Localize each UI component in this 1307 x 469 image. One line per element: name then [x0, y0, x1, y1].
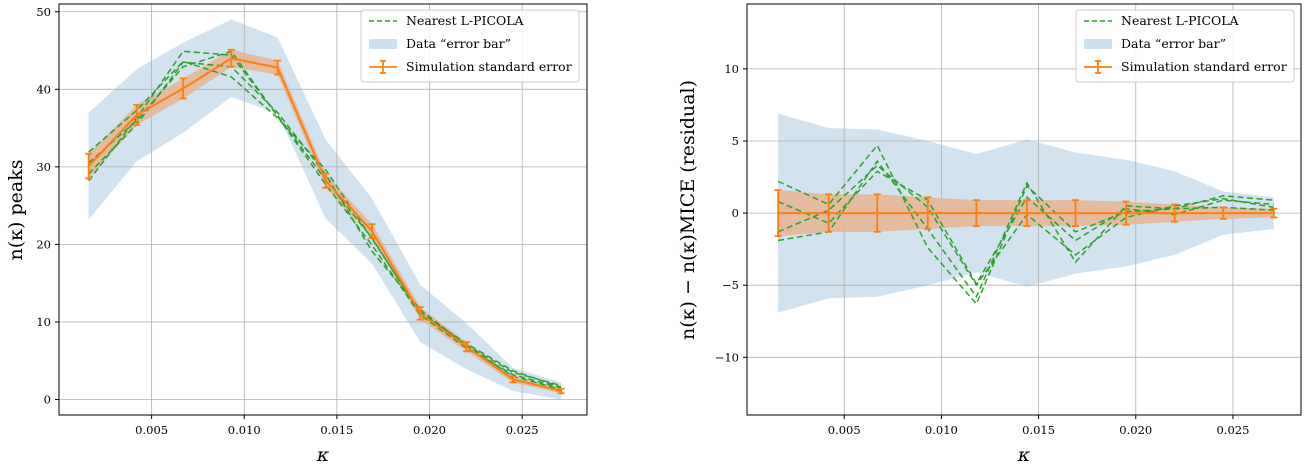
x-tick-label: 0.010: [228, 423, 261, 437]
legend-lpicola-label: Nearest L-PICOLA: [1121, 13, 1240, 28]
y-tick-label: 10: [724, 62, 739, 76]
x-tick-label: 0.020: [413, 423, 446, 437]
legend-simulation-swatch: [1084, 60, 1112, 74]
lpicola-line-3: [777, 159, 1274, 299]
legend-data-band-swatch: [1084, 39, 1112, 49]
y-tick-label: −5: [722, 278, 739, 292]
x-tick-label: 0.025: [506, 423, 539, 437]
y-tick-label: 50: [36, 5, 51, 19]
simulation-error-bar: [774, 189, 782, 238]
simulation-error-bar: [416, 306, 424, 321]
y-axis-label: n(κ) − n(κ)MICE (residual): [677, 80, 699, 340]
x-ticks: 0.005 0.010 0.015 0.020 0.025: [135, 415, 539, 437]
x-axis-label: κ: [316, 444, 330, 466]
simulation-error-bar: [1122, 200, 1130, 226]
x-tick-label: 0.025: [1216, 423, 1249, 437]
data-error-band: [88, 19, 562, 400]
legend: Nearest L-PICOLA Data “error bar” Simula…: [1075, 9, 1295, 83]
y-tick-label: 30: [36, 160, 51, 174]
legend-data-band-label: Data “error bar”: [406, 36, 511, 51]
x-tick-label: 0.020: [1119, 423, 1152, 437]
y-tick-label: 0: [44, 392, 51, 406]
right-panel: 0.005 0.010 0.015 0.020 0.025 −10 −5 0 5 10 κ n(…: [677, 3, 1302, 466]
simulation-error-bar: [972, 199, 980, 227]
y-tick-label: 40: [36, 82, 51, 96]
simulation-series: [85, 48, 565, 395]
legend-lpicola-label: Nearest L-PICOLA: [406, 13, 525, 28]
legend: Nearest L-PICOLA Data “error bar” Simula…: [360, 9, 580, 83]
simulation-error-bar: [1023, 199, 1031, 227]
simulation-error-bar: [322, 172, 330, 189]
simulation-error-bar: [368, 223, 376, 240]
simulation-series: [774, 189, 1278, 238]
simulation-error-bar: [873, 193, 881, 233]
legend-simulation-swatch: [369, 60, 397, 74]
y-ticks: −10 −5 0 5 10: [715, 62, 747, 364]
simulation-error-bar: [463, 341, 471, 353]
simulation-error-bar: [133, 103, 141, 126]
y-tick-label: −10: [715, 350, 739, 364]
lpicola-line-1: [777, 143, 1274, 306]
y-tick-label: 0: [732, 206, 739, 220]
lpicola-line-1: [88, 60, 562, 387]
lpicola-line-3: [88, 61, 562, 391]
simulation-error-bar: [274, 59, 282, 76]
x-tick-label: 0.015: [1022, 423, 1055, 437]
y-tick-label: 5: [732, 134, 739, 148]
simulation-error-bar: [1072, 199, 1080, 227]
simulation-error-bar: [557, 387, 565, 395]
plot-frame: [58, 3, 588, 416]
simulation-error-bar: [179, 77, 187, 100]
legend-box: [1075, 9, 1295, 83]
simulation-error-bar: [1219, 206, 1227, 220]
x-tick-label: 0.005: [135, 423, 168, 437]
legend-simulation-label: Simulation standard error: [406, 59, 572, 74]
legend-simulation-label: Simulation standard error: [1121, 59, 1287, 74]
y-tick-label: 20: [36, 237, 51, 251]
y-ticks: 0 10 20 30 40 50: [36, 5, 59, 406]
legend-data-band-swatch: [369, 39, 397, 49]
simulation-error-bar: [509, 375, 517, 384]
simulation-error-bar: [1270, 207, 1278, 219]
legend-box: [360, 9, 580, 83]
y-tick-label: 10: [36, 315, 51, 329]
lpicola-line-2: [777, 170, 1274, 286]
y-axis-label: n(κ) peaks: [5, 160, 27, 261]
simulation-error-bar: [85, 152, 93, 180]
x-ticks: 0.005 0.010 0.015 0.020 0.025: [828, 415, 1249, 437]
simulation-error-bar: [924, 196, 932, 230]
x-tick-label: 0.015: [320, 423, 353, 437]
simulation-error-bar: [1171, 203, 1179, 223]
plot-frame: [746, 3, 1302, 416]
simulation-error-bar: [825, 193, 833, 233]
x-tick-label: 0.010: [925, 423, 958, 437]
x-axis-label: κ: [1017, 444, 1031, 466]
simulation-error-bar: [227, 48, 235, 68]
legend-data-band-label: Data “error bar”: [1121, 36, 1226, 51]
data-error-band-area: [88, 19, 562, 400]
x-tick-label: 0.005: [828, 423, 861, 437]
